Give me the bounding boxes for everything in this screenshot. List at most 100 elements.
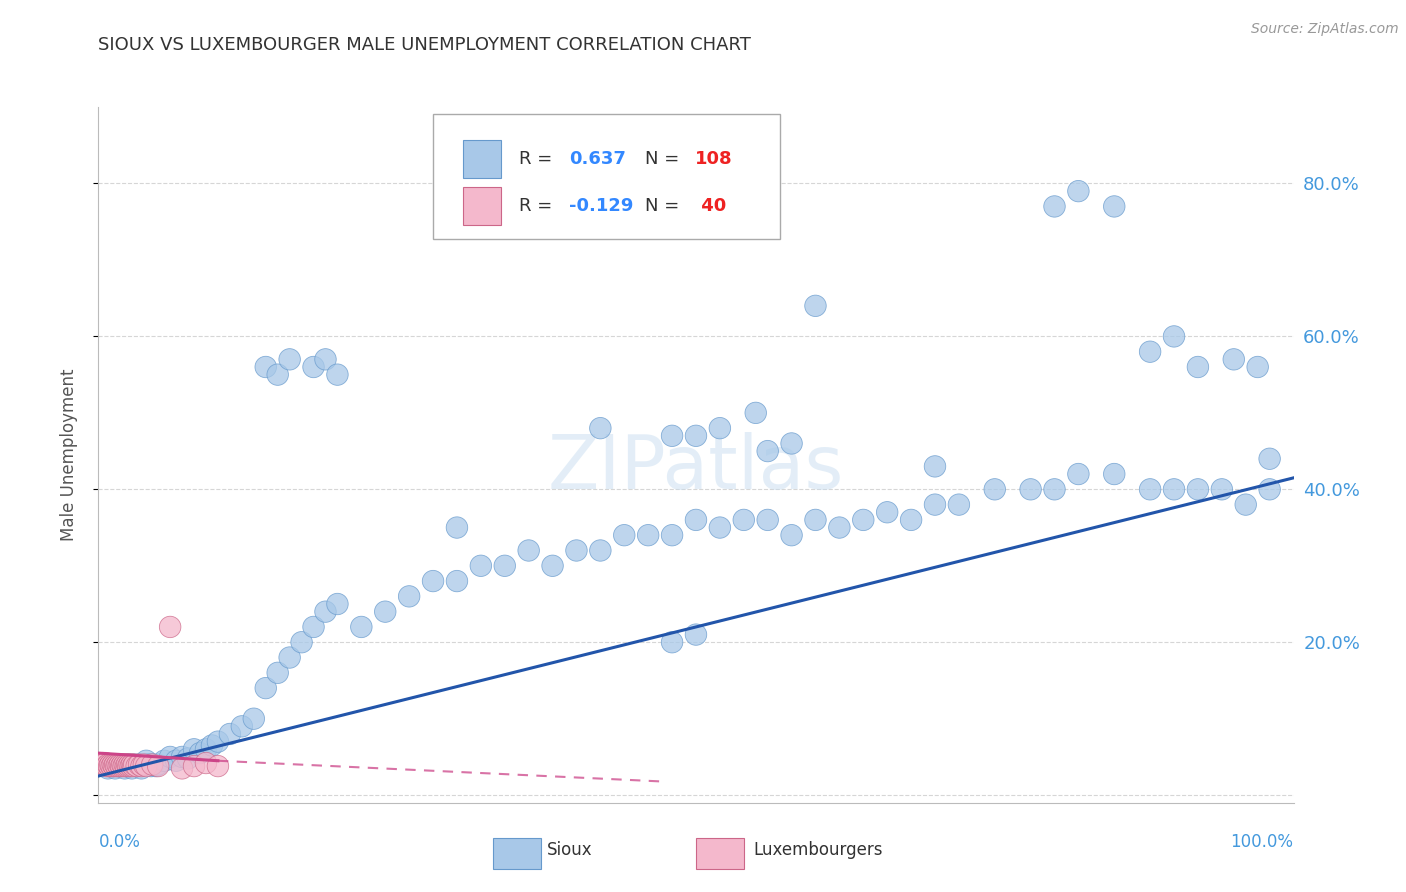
Ellipse shape	[733, 509, 755, 531]
Text: 40: 40	[695, 197, 725, 215]
Ellipse shape	[756, 509, 779, 531]
Text: R =: R =	[519, 197, 558, 215]
Text: ZIPatlas: ZIPatlas	[548, 433, 844, 506]
Ellipse shape	[159, 747, 181, 768]
Text: SIOUX VS LUXEMBOURGER MALE UNEMPLOYMENT CORRELATION CHART: SIOUX VS LUXEMBOURGER MALE UNEMPLOYMENT …	[98, 36, 751, 54]
Ellipse shape	[278, 647, 301, 668]
Ellipse shape	[177, 747, 198, 769]
Ellipse shape	[1104, 463, 1125, 484]
Ellipse shape	[107, 754, 128, 775]
Text: 0.0%: 0.0%	[98, 833, 141, 851]
Ellipse shape	[100, 754, 121, 775]
Ellipse shape	[637, 524, 659, 546]
Ellipse shape	[172, 757, 193, 779]
Ellipse shape	[745, 402, 766, 424]
Ellipse shape	[142, 754, 165, 775]
Ellipse shape	[128, 754, 150, 775]
Ellipse shape	[852, 509, 875, 531]
Text: -0.129: -0.129	[569, 197, 634, 215]
Ellipse shape	[207, 756, 229, 777]
Ellipse shape	[190, 742, 211, 764]
Ellipse shape	[709, 417, 731, 439]
Ellipse shape	[195, 739, 217, 760]
Ellipse shape	[101, 756, 122, 777]
Ellipse shape	[1043, 195, 1066, 217]
Ellipse shape	[103, 754, 124, 775]
Ellipse shape	[1104, 195, 1125, 217]
Ellipse shape	[1163, 326, 1185, 347]
Ellipse shape	[1234, 494, 1257, 516]
Ellipse shape	[166, 750, 187, 772]
Ellipse shape	[541, 555, 564, 576]
Ellipse shape	[97, 757, 118, 779]
Ellipse shape	[756, 441, 779, 462]
Ellipse shape	[120, 756, 142, 777]
Ellipse shape	[115, 756, 136, 777]
Ellipse shape	[267, 364, 288, 385]
Ellipse shape	[254, 356, 277, 377]
Ellipse shape	[104, 754, 127, 775]
Ellipse shape	[145, 756, 166, 777]
Ellipse shape	[138, 754, 159, 775]
Ellipse shape	[219, 723, 240, 745]
Ellipse shape	[565, 540, 588, 561]
Ellipse shape	[661, 425, 683, 447]
Ellipse shape	[1211, 479, 1233, 500]
Ellipse shape	[134, 754, 155, 775]
Ellipse shape	[172, 747, 193, 768]
Ellipse shape	[517, 540, 540, 561]
Ellipse shape	[103, 756, 125, 777]
Ellipse shape	[94, 754, 115, 775]
Ellipse shape	[93, 752, 114, 773]
Ellipse shape	[131, 756, 152, 777]
Ellipse shape	[350, 616, 373, 638]
Ellipse shape	[195, 752, 217, 773]
Ellipse shape	[398, 586, 420, 607]
Ellipse shape	[128, 754, 150, 775]
Ellipse shape	[1187, 356, 1209, 377]
Ellipse shape	[315, 601, 336, 623]
Ellipse shape	[254, 677, 277, 698]
Ellipse shape	[118, 754, 141, 775]
Ellipse shape	[1258, 479, 1281, 500]
Ellipse shape	[589, 417, 612, 439]
Ellipse shape	[121, 754, 142, 775]
Text: 108: 108	[695, 150, 733, 169]
Ellipse shape	[111, 754, 134, 775]
Ellipse shape	[924, 494, 946, 516]
Ellipse shape	[129, 756, 150, 777]
Ellipse shape	[1247, 356, 1268, 377]
Ellipse shape	[96, 756, 118, 777]
Ellipse shape	[110, 754, 131, 775]
Text: Source: ZipAtlas.com: Source: ZipAtlas.com	[1251, 22, 1399, 37]
Ellipse shape	[374, 601, 396, 623]
Ellipse shape	[112, 756, 135, 777]
Ellipse shape	[446, 516, 468, 538]
Ellipse shape	[91, 754, 112, 775]
Text: Luxembourgers: Luxembourgers	[754, 841, 883, 859]
Ellipse shape	[924, 456, 946, 477]
Text: 0.637: 0.637	[569, 150, 626, 169]
Ellipse shape	[302, 356, 325, 377]
Ellipse shape	[661, 632, 683, 653]
Ellipse shape	[1139, 479, 1161, 500]
Ellipse shape	[122, 756, 143, 777]
Ellipse shape	[159, 616, 181, 638]
Ellipse shape	[105, 754, 127, 775]
Ellipse shape	[131, 757, 152, 779]
Ellipse shape	[104, 757, 127, 779]
Ellipse shape	[1163, 479, 1185, 500]
FancyBboxPatch shape	[463, 140, 501, 178]
Ellipse shape	[118, 756, 139, 777]
Text: R =: R =	[519, 150, 558, 169]
Ellipse shape	[422, 570, 444, 591]
Ellipse shape	[108, 756, 129, 777]
Ellipse shape	[118, 754, 141, 775]
Ellipse shape	[141, 756, 162, 777]
Ellipse shape	[302, 616, 325, 638]
Ellipse shape	[105, 756, 127, 777]
Ellipse shape	[589, 540, 612, 561]
Ellipse shape	[828, 516, 851, 538]
Ellipse shape	[111, 756, 132, 777]
Ellipse shape	[291, 632, 312, 653]
